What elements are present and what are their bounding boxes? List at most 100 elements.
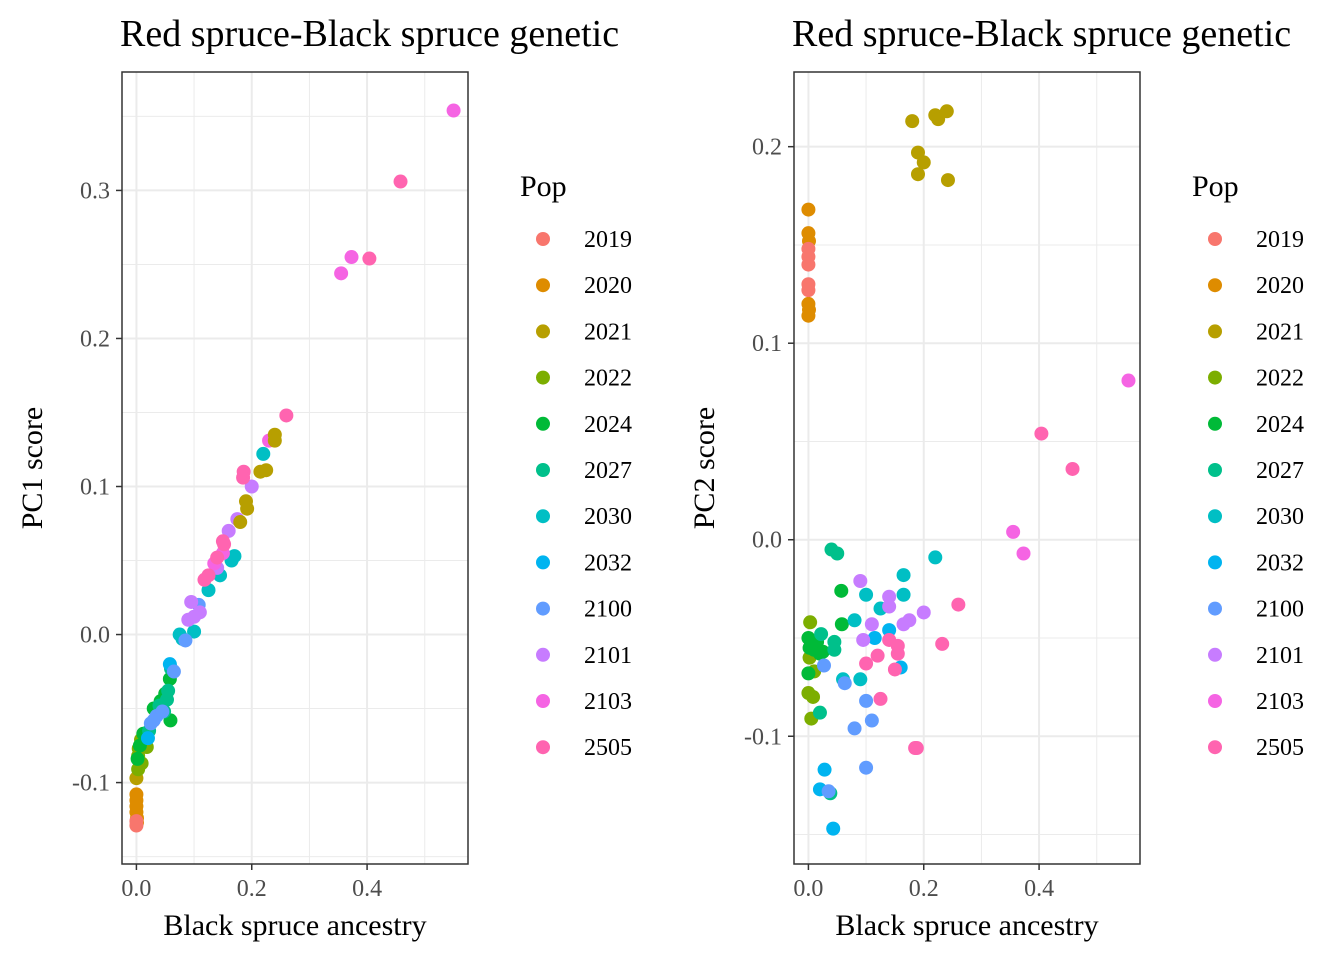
data-point: [267, 433, 282, 448]
data-point: [334, 266, 349, 281]
chart-panel-1: 0.0 0.2 0.4 -0.1 0.0 0.1 0.2 0.3 Red spruce-Blac…: [16, 13, 632, 942]
legend-label: 2030: [584, 504, 632, 530]
legend-key: [1208, 463, 1222, 477]
legend-label: 2103: [584, 689, 632, 715]
data-point: [814, 627, 829, 642]
legend-label: 2101: [584, 643, 632, 669]
legend-key: [1208, 232, 1222, 246]
data-point: [236, 470, 251, 485]
legend-label: 2103: [1256, 689, 1304, 715]
data-point: [826, 821, 841, 836]
data-point: [882, 589, 897, 604]
data-point: [803, 615, 818, 630]
plot-background: [794, 72, 1140, 864]
data-point: [146, 713, 161, 728]
chart-title: Red spruce-Black spruce genetic: [120, 13, 619, 55]
data-point: [896, 587, 911, 602]
legend-key: [536, 509, 550, 524]
x-tick-label: 0.4: [352, 876, 382, 902]
data-point: [446, 103, 461, 118]
data-point: [859, 656, 874, 671]
legend-label: 2032: [584, 550, 632, 576]
data-point: [161, 683, 176, 698]
y-tick-label: 0.1: [80, 475, 110, 501]
data-point: [279, 408, 294, 423]
data-point: [939, 104, 954, 119]
legend-label: 2505: [1256, 735, 1304, 761]
data-point: [870, 648, 885, 663]
legend-label: 2027: [1256, 458, 1304, 484]
data-point: [882, 599, 897, 614]
legend-label: 2020: [584, 273, 632, 299]
y-tick-label: 0.0: [80, 623, 110, 649]
legend-label: 2021: [1256, 319, 1304, 345]
y-tick-label: 0.0: [752, 528, 782, 554]
legend: Pop 2019 2020 2021 2022 2024 2027 2030 2032 2100 2…: [520, 170, 632, 761]
legend-label: 2022: [1256, 366, 1304, 392]
data-point: [244, 479, 259, 494]
data-point: [140, 731, 155, 746]
x-tick-label: 0.2: [237, 876, 267, 902]
data-point: [130, 751, 145, 766]
y-tick-label: 0.2: [80, 326, 110, 352]
data-point: [887, 662, 902, 677]
data-point: [859, 760, 874, 775]
data-point: [233, 515, 248, 530]
data-point: [847, 613, 862, 628]
legend-label: 2030: [1256, 504, 1304, 530]
data-point: [821, 784, 836, 799]
legend-title: Pop: [1192, 170, 1239, 203]
legend-key: [536, 370, 550, 385]
y-axis-label: PC1 score: [16, 407, 49, 530]
legend-key: [1208, 370, 1222, 385]
data-point: [1065, 461, 1080, 476]
data-point: [801, 257, 816, 272]
x-axis-label: Black spruce ancestry: [163, 909, 426, 942]
data-point: [1034, 426, 1049, 441]
data-point: [905, 114, 920, 129]
data-point: [201, 568, 216, 583]
legend-key: [1208, 601, 1222, 616]
legend-key: [1208, 555, 1222, 570]
data-point: [834, 617, 849, 632]
data-point: [801, 666, 816, 681]
legend-key: [536, 601, 550, 616]
data-point: [940, 173, 955, 188]
data-point: [187, 624, 202, 639]
legend-key: [536, 647, 550, 662]
y-tick-label: 0.1: [752, 331, 782, 357]
legend-label: 2024: [584, 412, 632, 438]
data-point: [890, 646, 905, 661]
data-point: [240, 501, 255, 516]
data-point: [916, 605, 931, 620]
legend-label: 2019: [1256, 227, 1304, 253]
data-point: [155, 704, 170, 719]
x-tick-label: 0.0: [121, 876, 151, 902]
legend-title: Pop: [520, 170, 567, 203]
data-point: [837, 676, 852, 691]
legend-label: 2032: [1256, 550, 1304, 576]
data-point: [129, 818, 144, 833]
legend-key: [536, 694, 550, 708]
data-point: [227, 549, 242, 564]
legend-key: [536, 463, 550, 477]
data-point: [812, 705, 827, 720]
legend-label: 2024: [1256, 412, 1304, 438]
legend-key: [1208, 694, 1222, 708]
legend: Pop 2019 2020 2021 2022 2024 2027 2030 2032 2100 2…: [1192, 170, 1304, 761]
data-point: [830, 546, 845, 561]
y-tick-label: -0.1: [744, 724, 782, 750]
legend-label: 2021: [584, 319, 632, 345]
legend-label: 2101: [1256, 643, 1304, 669]
x-tick-label: 0.0: [793, 876, 823, 902]
legend-key: [536, 278, 550, 293]
data-point: [256, 446, 271, 461]
data-point: [864, 713, 879, 728]
data-point: [867, 630, 882, 645]
data-point: [806, 689, 821, 704]
data-point: [910, 167, 925, 182]
data-point: [187, 609, 202, 624]
data-point: [859, 587, 874, 602]
chart-title: Red spruce-Black spruce genetic: [792, 13, 1291, 55]
